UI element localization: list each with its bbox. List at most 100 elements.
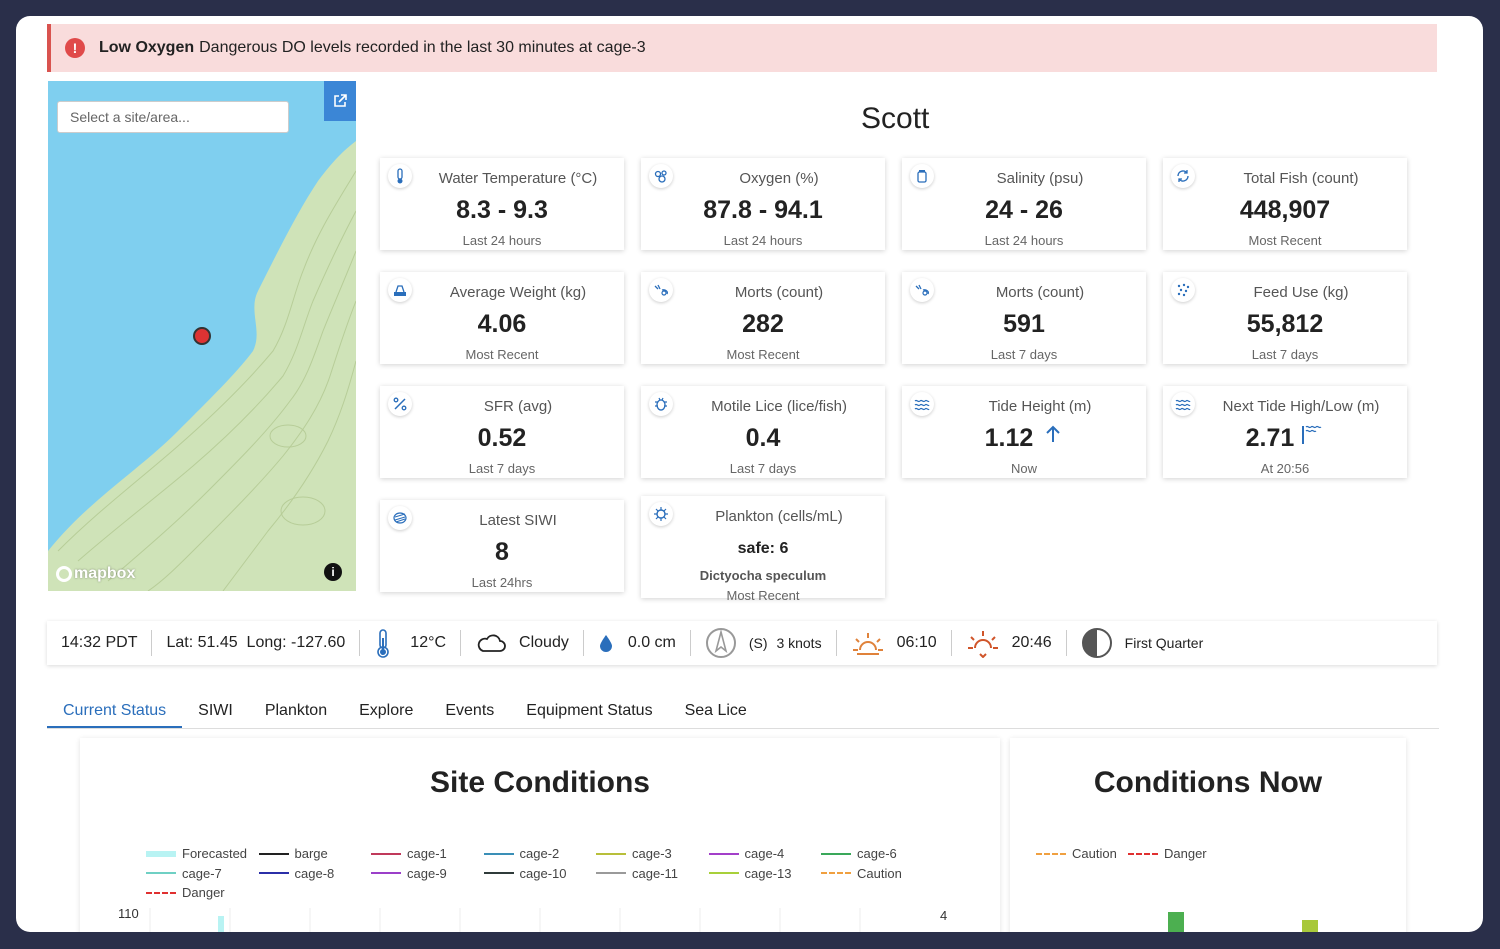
- moon-phase-icon: [1081, 628, 1112, 658]
- site-map[interactable]: Select a site/area... mapbox i: [48, 81, 356, 591]
- tab-equipment-status[interactable]: Equipment Status: [526, 702, 653, 719]
- metric-title: Average Weight (kg): [449, 284, 587, 301]
- legend-item[interactable]: cage-11: [596, 866, 678, 881]
- legend-item[interactable]: Danger: [146, 885, 225, 900]
- legend-item[interactable]: cage-9: [371, 866, 447, 881]
- tab-plankton[interactable]: Plankton: [264, 702, 328, 719]
- metric-title: Salinity (psu): [996, 170, 1084, 187]
- lice-icon: [649, 392, 673, 416]
- morts-fish-icon: [910, 278, 934, 302]
- metric-card: Latest SIWI 8 Last 24hrs: [380, 500, 624, 592]
- legend-swatch: [483, 872, 514, 874]
- tab-bar: Current Status SIWI Plankton Explore Eve…: [47, 696, 1439, 729]
- legend-label: cage-9: [407, 865, 447, 881]
- legend-item[interactable]: cage-8: [258, 866, 334, 881]
- legend-label: cage-10: [519, 865, 567, 881]
- metric-value-text: 0.52: [477, 424, 527, 452]
- wind-direction-text: (S): [748, 635, 768, 651]
- metric-value-text: 8.3 - 9.3: [456, 196, 548, 224]
- legend-swatch: [258, 852, 289, 855]
- metric-value-text: 2.71: [1245, 424, 1295, 452]
- legend-swatch: [596, 852, 626, 855]
- legend-item[interactable]: cage-6: [821, 846, 897, 861]
- metric-value-text: 1.12: [984, 424, 1034, 452]
- legend-item[interactable]: Caution: [1036, 846, 1117, 861]
- metric-title: Motile Lice (lice/fish): [711, 398, 847, 415]
- info-icon[interactable]: i: [324, 563, 342, 581]
- oxygen-bubbles-icon: [649, 164, 673, 188]
- weather-sunset: 20:46: [952, 630, 1067, 658]
- tab-explore[interactable]: Explore: [359, 702, 414, 719]
- site-conditions-grid: [149, 908, 861, 932]
- mapbox-logo[interactable]: mapbox: [56, 565, 135, 583]
- moon-text: First Quarter: [1124, 635, 1204, 651]
- metric-card: Salinity (psu) 24 - 26 Last 24 hours: [902, 158, 1146, 250]
- mapbox-text: mapbox: [74, 565, 136, 582]
- metric-value: 282: [641, 310, 885, 339]
- legend-item[interactable]: cage-10: [483, 865, 567, 881]
- waves-icon: [910, 392, 934, 416]
- tab-events[interactable]: Events: [445, 702, 495, 719]
- legend-item[interactable]: barge: [258, 846, 328, 861]
- legend-item[interactable]: cage-4: [708, 846, 785, 861]
- plankton-sub: Most Recent: [726, 588, 800, 603]
- legend-label: cage-3: [632, 846, 672, 861]
- metric-value: 0.52: [380, 424, 624, 453]
- weather-time: 14:32 PDT: [47, 630, 153, 656]
- terrain-layer: [48, 141, 356, 591]
- high-tide-icon: [1294, 424, 1324, 452]
- legend-item[interactable]: Forecasted: [146, 846, 247, 861]
- legend-swatch: [821, 872, 851, 874]
- metric-value-text: 448,907: [1239, 196, 1331, 224]
- metric-card: Morts (count) 282 Most Recent: [641, 272, 885, 364]
- arrow-up-icon: [1033, 424, 1063, 452]
- weather-bar: 14:32 PDT Lat: 51.45 Long: -127.60 12°C …: [47, 621, 1437, 665]
- site-marker[interactable]: [193, 327, 211, 345]
- site-search-input[interactable]: Select a site/area...: [57, 101, 289, 133]
- tab-siwi[interactable]: SIWI: [198, 702, 233, 719]
- metric-subtitle: Last 24 hours: [462, 233, 542, 248]
- legend-swatch: [258, 872, 289, 874]
- metric-value-text: 87.8 - 94.1: [703, 196, 823, 224]
- waves-icon: [1171, 392, 1195, 416]
- conditions-now-panel: Conditions Now Caution Danger: [1010, 738, 1406, 932]
- card-plankton: Plankton (cells/mL) safe: 6 Dictyocha sp…: [641, 496, 885, 603]
- salinity-jar-icon: [910, 164, 934, 188]
- metric-card: SFR (avg) 0.52 Last 7 days: [380, 386, 624, 478]
- metric-subtitle: Last 24 hours: [723, 233, 803, 248]
- tab-current-status[interactable]: Current Status: [47, 696, 183, 728]
- metric-value-text: 591: [1003, 310, 1045, 338]
- metric-card: Average Weight (kg) 4.06 Most Recent: [380, 272, 624, 364]
- metric-subtitle: Now: [1010, 461, 1037, 476]
- legend-item[interactable]: cage-1: [371, 846, 447, 861]
- metric-card: Feed Use (kg) 55,812 Last 7 days: [1163, 272, 1407, 364]
- legend-item[interactable]: cage-2: [483, 846, 560, 861]
- legend-swatch: [483, 852, 514, 855]
- legend-item[interactable]: cage-7: [146, 866, 222, 881]
- metric-card: Oxygen (%) 87.8 - 94.1 Last 24 hours: [641, 158, 885, 250]
- open-external-button[interactable]: [324, 81, 356, 121]
- wind-speed-text: 3 knots: [776, 635, 822, 651]
- legend-label: cage-6: [857, 846, 897, 861]
- legend-swatch: [596, 872, 626, 874]
- legend-swatch: [1036, 852, 1066, 855]
- metric-card: Motile Lice (lice/fish) 0.4 Last 7 days: [641, 386, 885, 478]
- lat-text: Lat: 51.45: [166, 634, 238, 651]
- legend-item[interactable]: cage-3: [596, 846, 672, 861]
- legend-item[interactable]: Caution: [821, 866, 902, 881]
- metric-subtitle: Most Recent: [465, 347, 539, 362]
- mapbox-ring-icon: [56, 566, 72, 582]
- legend-swatch: [708, 872, 739, 874]
- legend-label: cage-4: [744, 846, 785, 861]
- weather-location: Lat: 51.45 Long: -127.60: [152, 630, 361, 656]
- metric-card: Next Tide High/Low (m) 2.71 At 20:56: [1163, 386, 1407, 478]
- alert-exclamation-icon: !: [65, 38, 85, 58]
- weather-wind: (S) 3 knots: [691, 628, 837, 658]
- legend-item[interactable]: cage-13: [708, 866, 791, 881]
- tab-sea-lice[interactable]: Sea Lice: [684, 702, 747, 719]
- legend-item[interactable]: Danger: [1128, 846, 1207, 861]
- weather-condition: Cloudy: [461, 630, 584, 656]
- legend-swatch: [708, 852, 739, 855]
- metric-title: Morts (count): [734, 284, 824, 301]
- legend-label: cage-2: [519, 846, 560, 861]
